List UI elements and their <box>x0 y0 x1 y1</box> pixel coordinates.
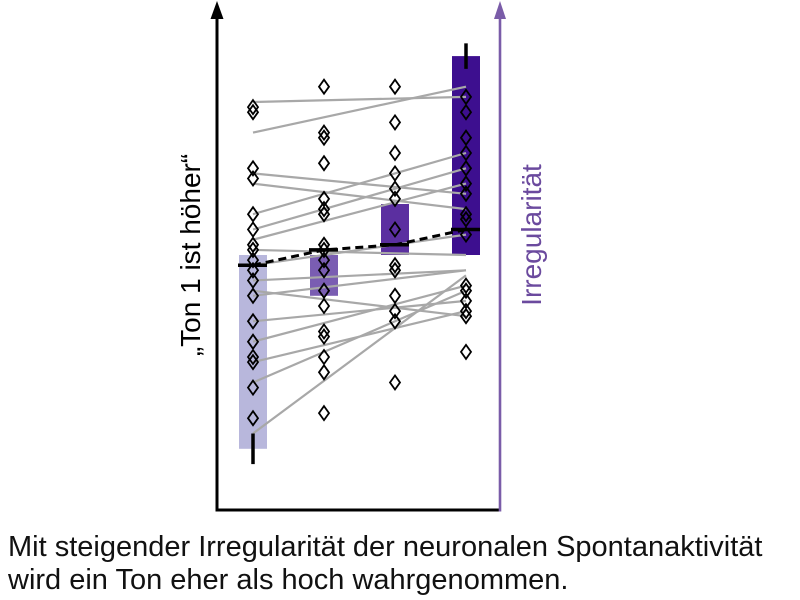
subject-line <box>252 151 467 216</box>
right-axis-label: Irregularität <box>516 164 547 306</box>
y-axis-label: „Ton 1 ist höher“ <box>175 154 206 356</box>
right-axis-arrowhead <box>494 1 506 19</box>
data-point-diamond <box>246 353 260 371</box>
points-layer <box>246 78 473 427</box>
data-point-diamond <box>317 154 331 172</box>
subject-line <box>252 269 467 297</box>
subject-line <box>252 182 467 211</box>
bar-3 <box>381 204 409 255</box>
data-point-diamond <box>317 78 331 96</box>
data-point-diamond <box>388 373 402 392</box>
data-point-diamond <box>459 307 473 325</box>
subject-line <box>252 299 467 323</box>
data-point-diamond <box>459 302 473 320</box>
data-point-diamond <box>388 302 402 320</box>
data-point-diamond <box>388 144 402 162</box>
data-point-diamond <box>317 322 331 341</box>
subject-line <box>252 284 467 343</box>
data-point-diamond <box>459 175 473 193</box>
trend-line-dashed <box>252 228 467 267</box>
subject-lines-layer <box>252 85 467 435</box>
data-point-diamond <box>317 241 331 259</box>
caption: Mit steigender Irregularität der neurona… <box>8 531 762 597</box>
subject-line <box>252 289 467 384</box>
subject-line <box>252 182 467 241</box>
data-point-diamond <box>388 78 402 96</box>
subject-line <box>252 289 467 318</box>
data-point-diamond <box>246 348 260 366</box>
chart: „Ton 1 ist höher“ Irregularität <box>175 1 547 512</box>
data-point-diamond <box>388 180 402 198</box>
data-point-diamond <box>317 328 331 346</box>
data-point-diamond <box>388 190 402 208</box>
data-point-diamond <box>317 200 331 218</box>
error-bars-layer <box>251 43 468 465</box>
data-point-diamond <box>388 113 402 131</box>
data-point-diamond <box>459 185 473 203</box>
subject-line <box>252 274 467 435</box>
data-point-diamond <box>317 129 331 147</box>
bar-2 <box>310 255 338 296</box>
data-point-diamond <box>246 103 260 121</box>
caption-line-2: wird ein Ton eher als hoch wahrgenommen. <box>8 564 569 596</box>
data-point-diamond <box>317 261 331 279</box>
subject-line <box>252 95 467 104</box>
data-point-diamond <box>246 169 260 188</box>
data-point-diamond <box>246 159 260 177</box>
data-point-diamond <box>317 297 331 315</box>
data-point-diamond <box>317 404 331 422</box>
axes <box>210 1 506 512</box>
data-point-diamond <box>246 98 260 116</box>
data-point-diamond <box>246 312 260 330</box>
data-point-diamond <box>459 226 473 244</box>
subject-line <box>252 248 467 257</box>
data-point-diamond <box>459 205 473 223</box>
data-point-diamond <box>246 241 260 259</box>
data-point-diamond <box>459 343 473 361</box>
data-point-diamond <box>246 261 260 279</box>
data-point-diamond <box>246 409 260 427</box>
data-point-diamond <box>388 312 402 330</box>
data-point-diamond <box>246 287 260 305</box>
data-point-diamond <box>317 363 331 381</box>
data-point-diamond <box>388 220 402 239</box>
data-point-diamond <box>388 256 402 274</box>
subject-line <box>252 269 467 282</box>
data-point-diamond <box>459 282 473 300</box>
data-point-diamond <box>388 287 402 305</box>
data-point-diamond <box>246 251 260 269</box>
data-point-diamond <box>317 205 331 223</box>
data-point-diamond <box>317 124 331 142</box>
left-axis-arrowhead <box>210 1 224 19</box>
data-point-diamond <box>459 103 473 121</box>
subject-line <box>252 85 467 134</box>
caption-line-1: Mit steigender Irregularität der neurona… <box>8 531 763 563</box>
subject-line <box>252 167 467 231</box>
data-point-diamond <box>317 251 331 269</box>
subject-line <box>252 233 467 267</box>
bar-1 <box>239 255 267 449</box>
data-point-diamond <box>246 379 260 397</box>
data-point-diamond <box>388 261 402 279</box>
